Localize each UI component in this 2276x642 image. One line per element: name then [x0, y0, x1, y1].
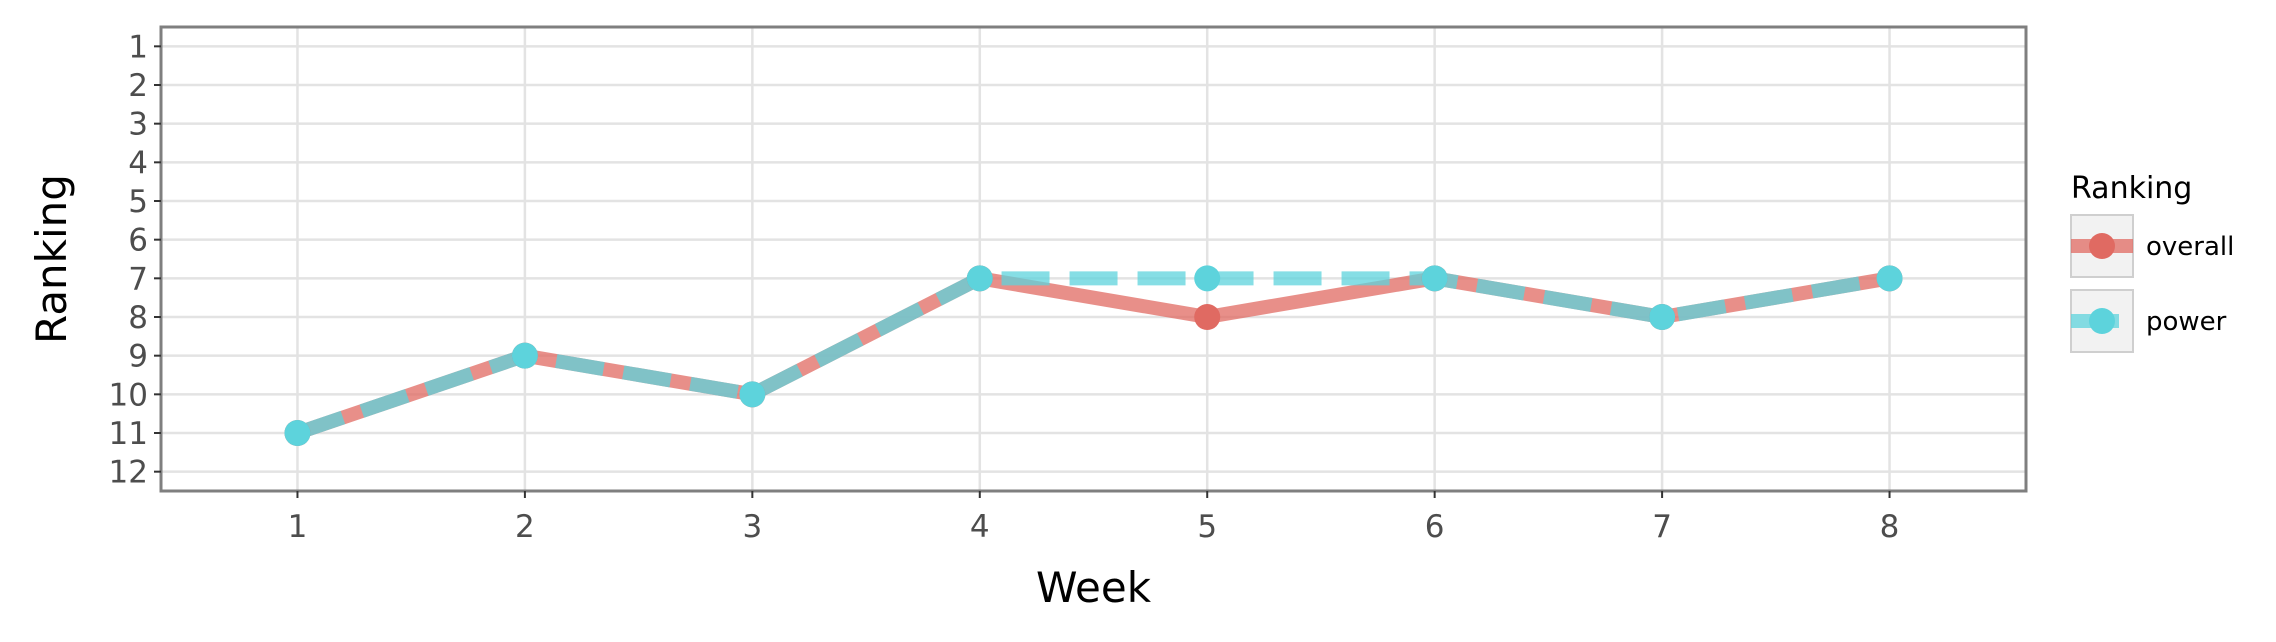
legend-item-power: power — [2070, 289, 2227, 353]
y-tick-label: 1 — [128, 29, 148, 65]
grid-lines — [161, 27, 2026, 491]
y-tick-label: 2 — [128, 68, 148, 104]
data-point-power — [511, 342, 538, 369]
legend-label-power: power — [2146, 307, 2227, 337]
y-tick-label: 6 — [128, 223, 148, 259]
x-tick-label: 3 — [742, 509, 762, 545]
data-point-power — [1421, 265, 1448, 292]
y-tick-label: 8 — [128, 300, 148, 336]
y-tick-label: 3 — [128, 107, 148, 143]
x-tick-label: 4 — [970, 509, 990, 545]
data-point-power — [284, 420, 311, 446]
legend-item-overall: overall — [2070, 214, 2234, 278]
x-axis-title: Week — [1036, 563, 1152, 612]
data-point-power — [966, 265, 993, 292]
data-point-power — [1194, 265, 1221, 292]
x-tick-label: 5 — [1197, 509, 1217, 545]
y-tick-label: 12 — [109, 455, 148, 491]
x-tick-label: 1 — [288, 509, 308, 545]
y-tick-label: 11 — [109, 416, 148, 452]
plot-panel-border — [159, 25, 2028, 493]
data-point-overall — [1194, 304, 1221, 330]
legend-label-overall: overall — [2146, 232, 2234, 262]
legend-title: Ranking — [2071, 171, 2192, 206]
x-tick-label: 6 — [1425, 509, 1445, 545]
data-point-power — [1876, 265, 1903, 292]
x-tick-label: 8 — [1880, 509, 1900, 545]
series-layer — [284, 265, 1903, 446]
y-tick-label: 4 — [128, 145, 148, 181]
y-tick-label: 10 — [109, 377, 148, 413]
y-tick-label: 9 — [128, 339, 148, 375]
legend-key-point — [2089, 233, 2115, 259]
x-tick-label: 7 — [1652, 509, 1672, 545]
y-tick-label: 5 — [128, 184, 148, 220]
series-line-power — [295, 271, 1891, 440]
data-point-power — [739, 381, 766, 408]
y-tick-label: 7 — [128, 261, 148, 297]
x-tick-label: 2 — [515, 509, 535, 545]
legend: Ranking overall power — [2070, 171, 2234, 353]
legend-key-point — [2089, 308, 2115, 334]
data-point-power — [1649, 304, 1676, 330]
y-axis-title: Ranking — [27, 174, 76, 344]
